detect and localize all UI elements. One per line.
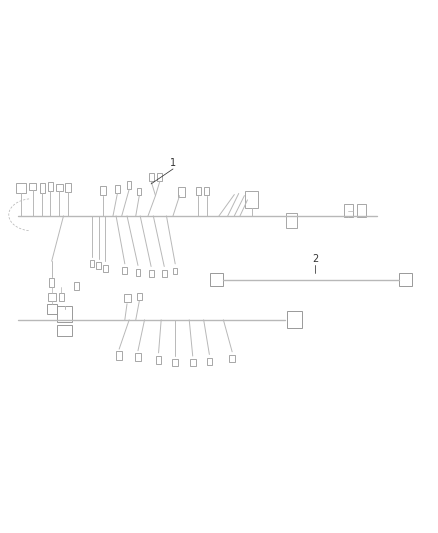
Bar [245, 191, 258, 208]
Bar [210, 273, 223, 286]
Bar [115, 185, 120, 193]
Bar [286, 213, 297, 228]
Bar [135, 353, 141, 361]
Bar [49, 278, 54, 287]
Bar [100, 186, 106, 195]
Bar [148, 173, 153, 181]
Bar [96, 262, 101, 269]
Bar [89, 261, 94, 268]
Bar [162, 270, 166, 277]
Bar [122, 267, 127, 274]
Bar [173, 359, 178, 366]
Text: 1: 1 [170, 158, 176, 168]
Bar [207, 358, 212, 365]
Bar [357, 204, 366, 217]
Bar [136, 269, 140, 276]
Bar [204, 187, 209, 195]
Text: 2: 2 [312, 254, 318, 264]
Bar [40, 183, 45, 193]
Bar [148, 270, 153, 277]
Bar [196, 187, 201, 195]
Bar [29, 183, 36, 190]
Bar [230, 355, 235, 362]
Bar [59, 293, 64, 301]
Bar [74, 282, 79, 290]
Bar [56, 184, 63, 191]
Bar [47, 304, 57, 314]
Bar [57, 325, 72, 336]
Bar [117, 351, 122, 360]
Bar [47, 182, 53, 191]
Bar [127, 181, 131, 189]
Bar [399, 273, 412, 286]
Bar [65, 183, 71, 192]
Bar [344, 204, 353, 217]
Bar [157, 173, 162, 181]
Bar [124, 294, 131, 303]
Bar [16, 183, 26, 193]
Bar [57, 306, 72, 322]
Bar [137, 293, 142, 300]
Bar [287, 311, 302, 328]
Bar [173, 268, 177, 274]
Bar [48, 293, 56, 301]
Bar [137, 188, 141, 195]
Bar [156, 356, 162, 364]
Bar [102, 265, 107, 271]
Bar [190, 359, 195, 366]
Bar [178, 187, 185, 197]
